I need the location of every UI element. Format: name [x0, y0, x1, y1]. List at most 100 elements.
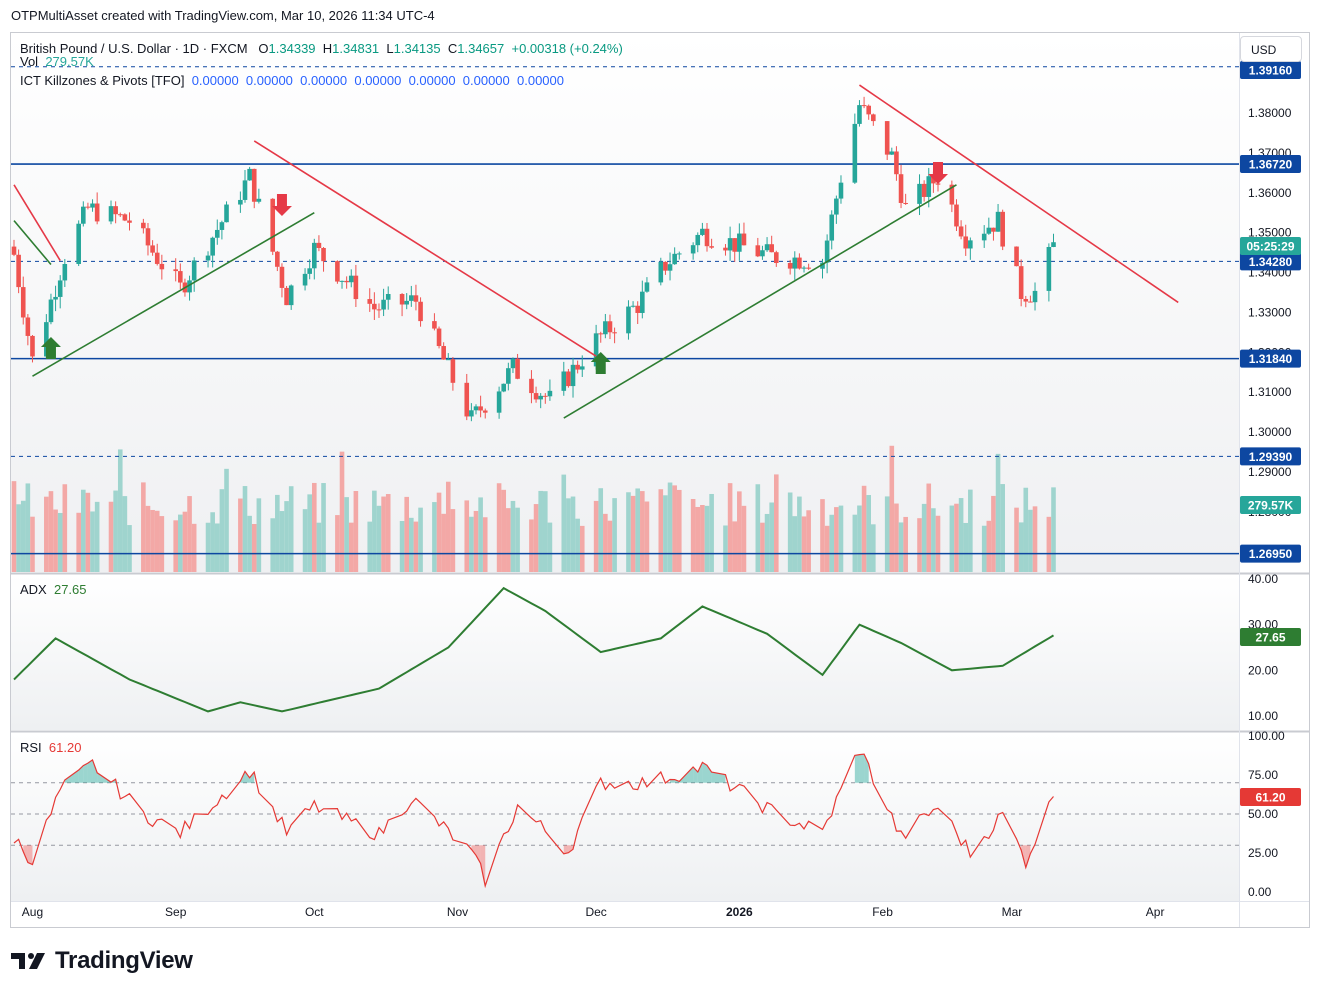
adx-value-badge-bg [1240, 628, 1301, 646]
volume-bar [76, 512, 81, 572]
candle-body [473, 406, 479, 411]
volume-bar [838, 505, 844, 572]
volume-bar [53, 509, 58, 572]
volume-bar [820, 499, 825, 572]
volume-bar [441, 513, 446, 572]
rsi-tick-label: 25.00 [1248, 846, 1278, 860]
candle-body [441, 346, 446, 360]
chart-frame [10, 32, 1310, 928]
candle-body [321, 247, 326, 262]
candle-body [787, 263, 793, 269]
volume-bar [251, 524, 257, 572]
rsi-pane-bg [11, 733, 1239, 901]
volume-bar [145, 505, 151, 572]
candle-body [348, 275, 354, 283]
trendlines[interactable] [13, 84, 1179, 419]
candle-body [903, 202, 908, 204]
candle-body [108, 206, 114, 222]
volume-bar [11, 481, 17, 572]
candle-body [607, 321, 613, 333]
volume-bar [981, 525, 987, 572]
candle-body [926, 176, 932, 197]
volume-bar [792, 516, 798, 572]
candle-body [732, 238, 738, 252]
symbol-title[interactable]: British Pound / U.S. Dollar · 1D · FXCM [20, 41, 248, 56]
adx-series [13, 586, 1055, 713]
volume-bar [275, 494, 280, 572]
horizontal-levels [11, 66, 1239, 555]
red-trendline [253, 140, 597, 357]
candle-body [889, 151, 895, 155]
candle-body [958, 226, 964, 237]
volume-bar [159, 516, 165, 572]
time-tick-label: Feb [872, 905, 893, 919]
volume-badge-bg [1240, 496, 1301, 514]
volume-bar [506, 508, 511, 572]
candle-body [214, 229, 220, 238]
volume-bar [335, 515, 340, 572]
adx-tick-label: 40.00 [1248, 572, 1278, 586]
red-trendline [13, 184, 61, 261]
candle-body [986, 227, 992, 234]
sell-arrow-icon [271, 194, 292, 216]
price-tick-label: 1.38000 [1248, 106, 1292, 120]
candle-body [335, 261, 340, 282]
adx-label[interactable]: ADX [20, 582, 47, 597]
vol-label[interactable]: Vol [20, 54, 39, 69]
volume-bar [958, 498, 964, 572]
candle-body [981, 233, 987, 241]
candle-body [894, 151, 899, 175]
volume-bar [1046, 516, 1052, 572]
volume-bar [501, 489, 507, 572]
candle-body [543, 395, 548, 397]
volume-bar [598, 488, 604, 572]
candle-body [381, 299, 386, 310]
rsi-oversold-fill [27, 845, 33, 865]
volume-bar [690, 498, 696, 572]
candle-body [307, 268, 312, 274]
candle-body [205, 255, 211, 261]
signal-markers [40, 162, 948, 374]
volume-bar [797, 496, 802, 572]
volume-bar [695, 506, 701, 572]
candle-body [506, 368, 511, 384]
level-badge-bg [1240, 61, 1301, 79]
candle-body [145, 228, 151, 246]
candle-body [658, 261, 664, 283]
volume-bar [348, 522, 354, 572]
candle-body [663, 261, 668, 271]
candle-body [154, 252, 160, 264]
volume-bar [760, 522, 765, 572]
volume-bar [889, 445, 895, 572]
ict-label[interactable]: ICT Killzones & Pivots [TFO] [20, 73, 185, 88]
candle-body [727, 238, 733, 251]
rsi-label[interactable]: RSI [20, 740, 42, 755]
candle-body [640, 291, 645, 313]
level-badge: 1.39160 [1249, 64, 1293, 78]
volume-bar [787, 492, 793, 572]
volume-bar [404, 496, 409, 572]
volume-bar [898, 522, 904, 572]
candle-body [81, 206, 86, 224]
candle-body [635, 305, 640, 313]
candle-body [224, 204, 229, 223]
volume-bar [432, 502, 437, 572]
volume-bar [450, 509, 456, 572]
candle-series [11, 96, 1056, 422]
volume-bar [279, 511, 285, 572]
volume-bar [238, 498, 243, 572]
currency-button[interactable]: USD [1240, 36, 1302, 62]
price-tick-label: 1.35000 [1248, 226, 1292, 240]
candle-body [1051, 242, 1056, 247]
candle-body [792, 257, 798, 269]
candle-body [76, 223, 81, 264]
volume-bar [418, 507, 423, 572]
candle-body [737, 233, 742, 252]
level-badge: 1.31840 [1249, 352, 1293, 366]
volume-bar [367, 521, 373, 572]
volume-bar [570, 496, 576, 572]
time-tick-label: Apr [1146, 905, 1165, 919]
candle-body [445, 359, 451, 361]
volume-bar [954, 503, 959, 572]
